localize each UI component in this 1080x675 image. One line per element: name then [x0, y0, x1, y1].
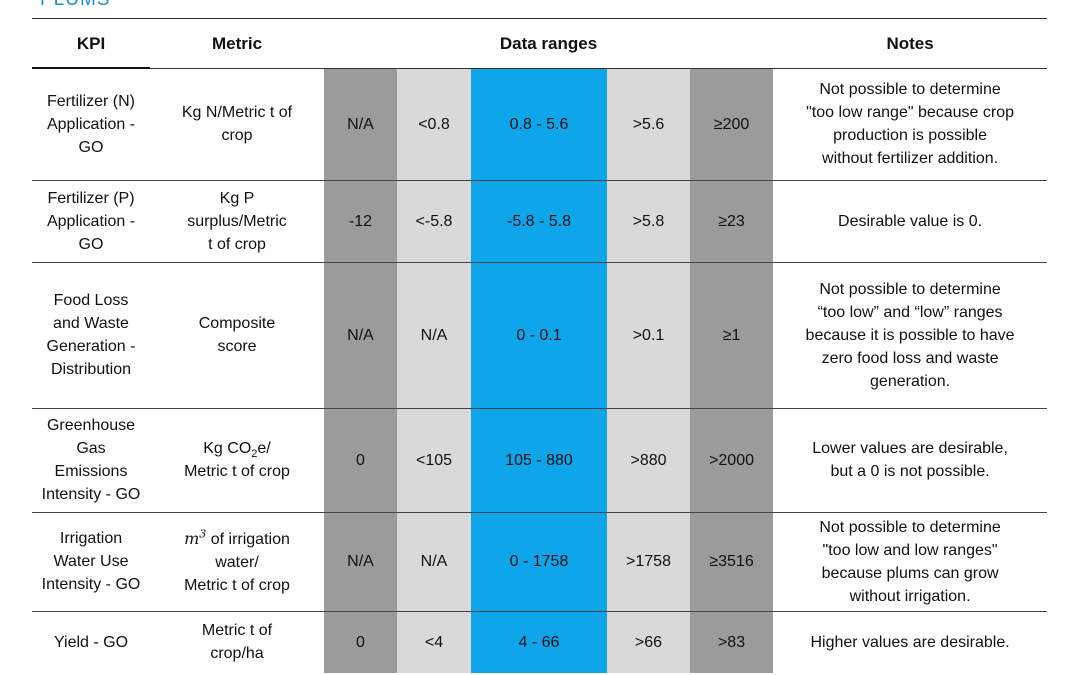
- data-ranges-column-header: Data ranges: [324, 18, 774, 69]
- range-too-high-cell: ≥1: [690, 262, 774, 409]
- metric-cell: Kg P surplus/Metric t of crop: [150, 180, 324, 263]
- range-too-low-cell: -12: [324, 180, 397, 263]
- range-desired-cell: 0 - 1758: [471, 512, 607, 612]
- metric-cell: Composite score: [150, 262, 324, 409]
- table-row: Fertilizer (P) Application - GO Kg P sur…: [32, 180, 1048, 263]
- range-too-high-cell: ≥23: [690, 180, 774, 263]
- notes-column-header: Notes: [773, 18, 1048, 69]
- kpi-column-header: KPI: [32, 18, 150, 69]
- range-low-cell: N/A: [397, 262, 471, 409]
- range-high-cell: >1758: [607, 512, 690, 612]
- table-row: Yield - GO Metric t of crop/ha 0 <4 4 - …: [32, 611, 1047, 673]
- kpi-cell: Food Loss and Waste Generation - Distrib…: [32, 262, 150, 409]
- metric-cell: m3 of irrigation water/ Metric t of crop: [150, 512, 324, 612]
- metric-cell: Kg N/Metric t of crop: [150, 68, 324, 181]
- range-desired-cell: 105 - 880: [471, 408, 607, 513]
- range-too-high-cell: >2000: [690, 408, 774, 513]
- range-high-cell: >66: [607, 611, 690, 673]
- range-too-low-cell: N/A: [324, 68, 397, 181]
- range-desired-cell: 0.8 - 5.6: [471, 68, 607, 181]
- range-low-cell: <105: [397, 408, 471, 513]
- kpi-cell: Yield - GO: [53, 633, 129, 651]
- metric-column-header: Metric: [150, 18, 324, 69]
- range-desired-cell: 4 - 66: [471, 611, 607, 673]
- kpi-cell: Irrigation Water Use Intensity - GO: [32, 512, 150, 612]
- range-low-cell: <-5.8: [397, 180, 471, 263]
- table-row: Greenhouse Gas Emissions Intensity - GO …: [32, 408, 1048, 513]
- metric-cell: Kg CO2e/ Metric t of crop: [150, 408, 324, 513]
- range-high-cell: >5.6: [607, 68, 690, 181]
- kpi-data-ranges-table: KPI Metric Data ranges Notes Fertilizer …: [32, 18, 1048, 673]
- notes-cell: Lower values are desirable, but a 0 is n…: [773, 408, 1048, 513]
- range-too-low-cell: 0: [324, 408, 397, 513]
- range-low-cell: <0.8: [397, 68, 471, 181]
- range-too-high-cell: ≥200: [690, 68, 774, 181]
- range-low-cell: N/A: [397, 512, 471, 612]
- notes-cell: Not possible to determine "too low and l…: [773, 512, 1048, 612]
- table-header-row: KPI Metric Data ranges Notes: [32, 18, 1048, 69]
- table-row: Irrigation Water Use Intensity - GO m3 o…: [32, 512, 1048, 612]
- metric-cell: Metric t of crop/ha: [201, 622, 273, 663]
- notes-cell: Desirable value is 0.: [773, 180, 1048, 263]
- range-high-cell: >0.1: [607, 262, 690, 409]
- notes-cell: Not possible to determine "too low range…: [773, 68, 1048, 181]
- table-row: Food Loss and Waste Generation - Distrib…: [32, 262, 1048, 409]
- range-too-high-cell: >83: [690, 611, 774, 673]
- notes-cell: Not possible to determine “too low” and …: [773, 262, 1048, 409]
- range-desired-cell: -5.8 - 5.8: [471, 180, 607, 263]
- range-too-low-cell: N/A: [324, 512, 397, 612]
- table-row: Fertilizer (N) Application - GO Kg N/Met…: [32, 68, 1048, 181]
- range-high-cell: >880: [607, 408, 690, 513]
- kpi-cell: Fertilizer (P) Application - GO: [32, 180, 150, 263]
- kpi-cell: Greenhouse Gas Emissions Intensity - GO: [32, 408, 150, 513]
- range-too-low-cell: 0: [324, 611, 397, 673]
- range-desired-cell: 0 - 0.1: [471, 262, 607, 409]
- notes-cell: Higher values are desirable.: [810, 633, 1010, 651]
- range-too-high-cell: ≥3516: [690, 512, 774, 612]
- range-high-cell: >5.8: [607, 180, 690, 263]
- range-too-low-cell: N/A: [324, 262, 397, 409]
- page-title: PLUMS: [40, 0, 110, 10]
- kpi-cell: Fertilizer (N) Application - GO: [32, 68, 150, 181]
- range-low-cell: <4: [397, 611, 471, 673]
